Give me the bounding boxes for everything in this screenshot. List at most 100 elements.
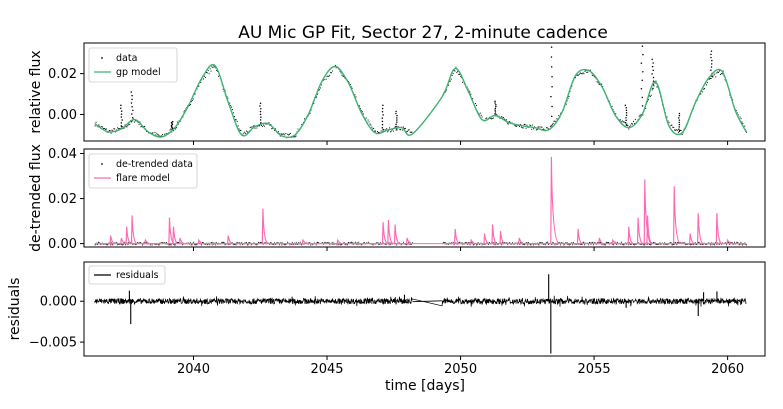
data-spike-point [494,107,497,110]
data-spike-point [651,58,653,61]
flare-peak [499,231,505,245]
data-spike-point [259,110,262,113]
y-tick-label: 0.000 [40,295,77,310]
data-spike-point [652,76,655,79]
flare-peak [673,186,681,245]
legend-box [88,265,166,285]
flare-peak [301,238,307,245]
data-spike-point [678,114,681,117]
flare-peak [715,213,722,245]
flare-peak [130,215,138,245]
panel-detrended-yticks: 0.00 0.02 0.04 [48,147,84,252]
panel-residuals-legend: residuals [88,265,166,285]
y-tick-label: 0.02 [48,192,77,207]
legend-entry-residuals: residuals [94,270,159,281]
data-spike-point [678,130,681,133]
panel-residuals-plot [94,274,747,354]
data-spike-point [494,102,496,104]
data-spike-point [381,107,384,110]
legend-entry-detrended-data: de-trended data [101,159,193,170]
data-spike-point [678,117,680,119]
data-spike-point [381,127,384,129]
legend-label: residuals [116,270,159,281]
data-spike-point [121,119,123,121]
y-tick-label: 0.02 [48,67,77,82]
flare-peak [689,233,695,245]
gp-model-line [94,63,747,139]
data-spike-point [120,104,122,107]
data-spike-point [120,113,123,115]
panel-gp-yticks: 0.00 0.02 [48,67,84,123]
flare-peak [120,237,126,245]
data-spike-point [551,85,553,88]
panel-residuals-ylabel: residuals [7,278,23,341]
data-spike-point [652,69,654,71]
data-spike-point [494,111,497,113]
data-spike-point [678,126,680,128]
data-spike-point [396,121,398,123]
data-spike-point [625,112,628,114]
data-spike-point [710,63,713,65]
data-spike-point [678,121,680,124]
data-spike-point [395,125,397,128]
data-spike-point [259,102,262,104]
legend-box [88,153,198,189]
flare-peak [646,215,653,245]
legend-entry-data: data [101,53,137,64]
data-spike-point [395,110,397,113]
data-spike-point [381,110,384,113]
data-spike-point [132,109,134,112]
data-spike-point [130,91,133,93]
flare-peak [454,228,460,245]
data-spike-point [494,112,496,115]
data-spike-point [625,107,628,109]
data-spike-point [550,66,553,68]
data-spike-point [651,65,654,68]
flare-peak [598,237,604,245]
data-spike-point [120,125,123,127]
x-tick-label: 2040 [177,362,210,377]
panel-detrended-plot [94,156,747,246]
data-spike-point [642,70,644,73]
data-spike-point [260,108,262,110]
data-spike-point [652,87,654,90]
legend-label: de-trended data [116,159,193,170]
legend-label: data [116,53,137,64]
flare-peak [227,235,232,245]
data-spike-point [396,119,398,121]
data-spike-point [381,117,384,119]
data-spike-point [678,119,681,121]
panel-detrended-legend: de-trended data flare model [88,153,198,189]
panel-gp-frame [83,42,766,142]
panel-gp: 0.00 0.02 relative flux data gp model [28,42,766,142]
data-spike-point [494,100,496,102]
flare-peak [636,217,643,245]
data-spike-point [625,109,628,112]
flare-peak [336,238,342,245]
data-spike-point [494,109,496,111]
y-tick-label: −0.005 [29,336,77,351]
data-spike-point [120,107,122,109]
data-spike-point [170,124,173,127]
data-spike-point [641,105,644,107]
data-spike-point [382,114,384,116]
data-spike-point [711,75,713,78]
data-spike-point [120,116,123,118]
x-tick-label: 2050 [444,362,477,377]
flare-peak [643,179,652,245]
data-spike-point [711,59,713,62]
flare-peak [393,224,400,245]
data-spike-point [624,104,627,107]
data-spike-point [678,112,681,115]
flare-peak [261,208,269,245]
data-spike-point [641,79,643,82]
flare-peak [611,238,617,245]
panel-detrended: 0.00 0.02 0.04 de-trended flux de-trended … [28,144,766,252]
data-spike-point [170,121,173,124]
data-spike-point [625,119,627,122]
data-spike-point [120,122,123,124]
flare-peak [627,226,634,245]
data-spike-point [550,115,553,118]
flare-peak [697,213,704,245]
data-spike-point [625,117,627,119]
